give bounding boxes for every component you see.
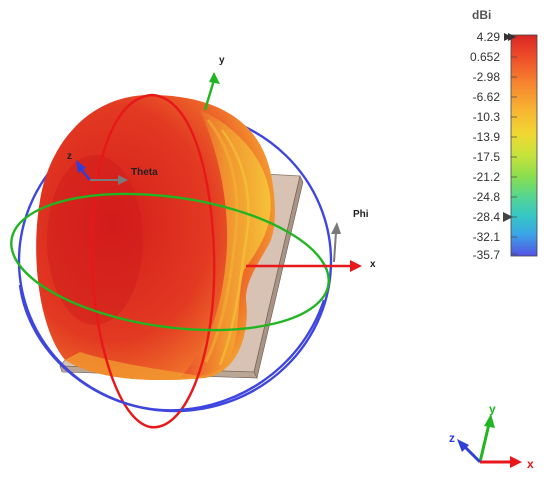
theta-label: Theta [131, 167, 158, 178]
x-axis-label: x [370, 259, 376, 270]
triad-x-label: x [527, 457, 534, 471]
colorbar-scale [510, 34, 538, 257]
colorbar-tick: -17.5 [473, 150, 501, 164]
colorbar-tick: -28.4 [473, 210, 501, 224]
colorbar-tick: -13.9 [473, 130, 501, 144]
colorbar-tick: -32.1 [473, 230, 501, 244]
colorbar-ticks: 4.29 0.652 -2.98 -6.62 -10.3 -13.9 -17.5… [470, 30, 500, 262]
red-ring [90, 93, 216, 429]
colorbar-tick: -24.8 [473, 190, 501, 204]
orientation-triad: y z x [449, 402, 534, 471]
colorbar-tick: -21.2 [473, 170, 501, 184]
radiation-lobe [36, 95, 275, 381]
colorbar-tick: -6.62 [473, 90, 501, 104]
triad-y-label: y [489, 402, 496, 416]
colorbar-tick: -10.3 [473, 110, 501, 124]
colorbar: dBi 4.29 0.652 -2.98 -6.62 -10.3 -13.9 -… [470, 8, 538, 262]
colorbar-tick: -35.7 [473, 248, 501, 262]
x-axis-arrow [246, 260, 362, 272]
theta-arrow [90, 175, 128, 185]
y-axis-arrow [203, 72, 220, 111]
z-axis-label: z [67, 151, 72, 162]
value-marker[interactable] [503, 212, 513, 222]
z-axis-arrow [76, 160, 91, 181]
max-value-marker[interactable] [504, 33, 516, 41]
colorbar-tick: 0.652 [470, 50, 500, 64]
y-axis-label: y [219, 55, 225, 66]
colorbar-tick: -2.98 [473, 70, 501, 84]
colorbar-unit: dBi [472, 8, 491, 22]
phi-label: Phi [353, 209, 369, 220]
colorbar-tick-marks [511, 36, 517, 255]
colorbar-tick: 4.29 [477, 30, 501, 44]
green-ring [10, 192, 330, 332]
phi-arrow [331, 222, 341, 263]
triad-z-label: z [449, 431, 455, 445]
